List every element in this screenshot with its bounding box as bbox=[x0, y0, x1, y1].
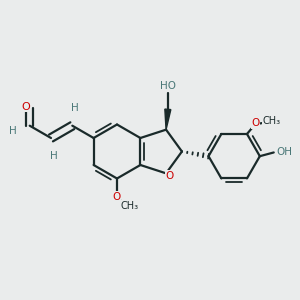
Text: O: O bbox=[22, 102, 31, 112]
Text: HO: HO bbox=[160, 81, 176, 91]
Text: H: H bbox=[9, 126, 16, 136]
Text: CH₃: CH₃ bbox=[262, 116, 280, 126]
Text: H: H bbox=[71, 103, 79, 113]
Text: OH: OH bbox=[276, 147, 292, 157]
Text: O: O bbox=[252, 118, 260, 128]
Text: CH₃: CH₃ bbox=[121, 201, 139, 211]
Polygon shape bbox=[165, 109, 171, 130]
Text: H: H bbox=[50, 151, 58, 161]
Text: O: O bbox=[112, 192, 120, 202]
Text: O: O bbox=[166, 171, 174, 181]
